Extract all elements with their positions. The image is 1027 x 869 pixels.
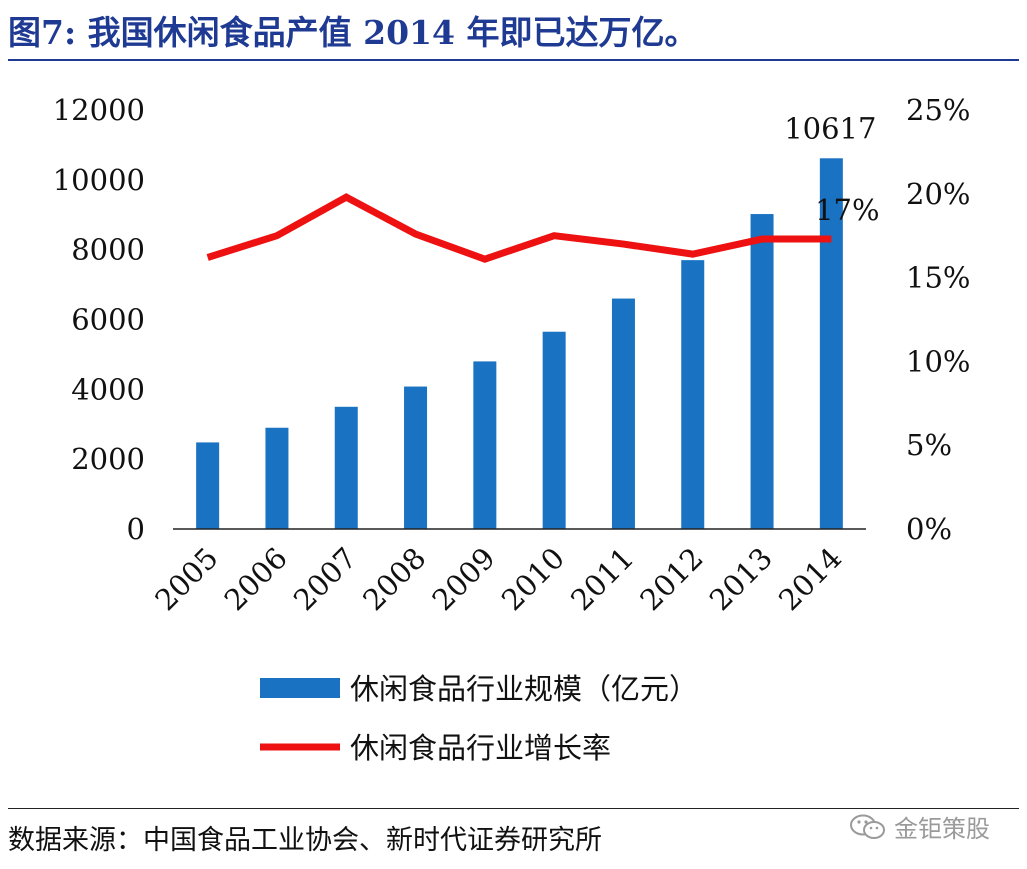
right-tick-label: 10%: [906, 344, 970, 378]
x-tick-label: 2010: [495, 541, 571, 617]
legend-swatch-bar: [260, 678, 340, 698]
watermark: 金钜策股: [848, 809, 990, 844]
legend: 休闲食品行业规模（亿元） 休闲食品行业增长率: [260, 672, 698, 765]
left-tick-label: 4000: [71, 372, 145, 406]
data-label: 17%: [815, 193, 879, 227]
legend-label: 休闲食品行业规模（亿元）: [350, 672, 698, 706]
left-tick-label: 8000: [71, 233, 145, 267]
bar: [473, 361, 497, 529]
bar: [196, 442, 220, 529]
right-tick-label: 25%: [906, 93, 970, 127]
x-tick-label: 2007: [287, 541, 363, 617]
watermark-label: 金钜策股: [894, 815, 990, 843]
growth-line: [206, 193, 832, 263]
right-tick-label: 0%: [906, 512, 952, 546]
title-divider: [8, 59, 1019, 61]
data-label: 10617: [784, 111, 876, 145]
x-tick-label: 2012: [633, 541, 709, 617]
bar: [334, 406, 358, 529]
left-tick-label: 10000: [53, 163, 145, 197]
legend-label: 休闲食品行业增长率: [350, 731, 611, 765]
x-tick-label: 2005: [148, 541, 224, 617]
left-tick-label: 12000: [53, 93, 145, 127]
footer-divider: [8, 808, 1019, 809]
bar-series: [196, 158, 843, 530]
bar: [611, 298, 635, 529]
x-tick-label: 2006: [218, 541, 294, 617]
left-tick-label: 6000: [71, 303, 145, 337]
line-series: [206, 193, 832, 263]
data-labels: 10617 17%: [784, 111, 879, 227]
bar: [681, 260, 705, 529]
left-tick-label: 2000: [71, 442, 145, 476]
wechat-icon: [850, 814, 885, 839]
x-tick-label: 2008: [356, 541, 432, 617]
x-tick-label: 2013: [703, 541, 779, 617]
left-axis: 0 2000 4000 6000 8000 10000 12000: [53, 93, 145, 546]
bar: [750, 214, 774, 529]
bar: [819, 158, 843, 530]
source-note: 数据来源：中国食品工业协会、新时代证券研究所: [8, 825, 602, 856]
bar: [542, 331, 566, 529]
right-tick-label: 20%: [906, 177, 970, 211]
chart: 0 2000 4000 6000 8000 10000 12000 0% 5% 10% 15% 20…: [53, 93, 971, 765]
left-tick-label: 0: [127, 512, 145, 546]
right-tick-label: 15%: [906, 261, 970, 295]
right-tick-label: 5%: [906, 428, 952, 462]
x-tick-label: 2011: [564, 541, 640, 617]
x-tick-label: 2009: [426, 541, 502, 617]
bar: [404, 386, 428, 529]
figure-title: 图7: 我国休闲食品产值 2014 年即已达万亿。: [8, 13, 698, 52]
right-axis: 0% 5% 10% 15% 20% 25%: [906, 93, 970, 546]
bar: [265, 427, 289, 529]
x-tick-label: 2014: [772, 541, 848, 617]
